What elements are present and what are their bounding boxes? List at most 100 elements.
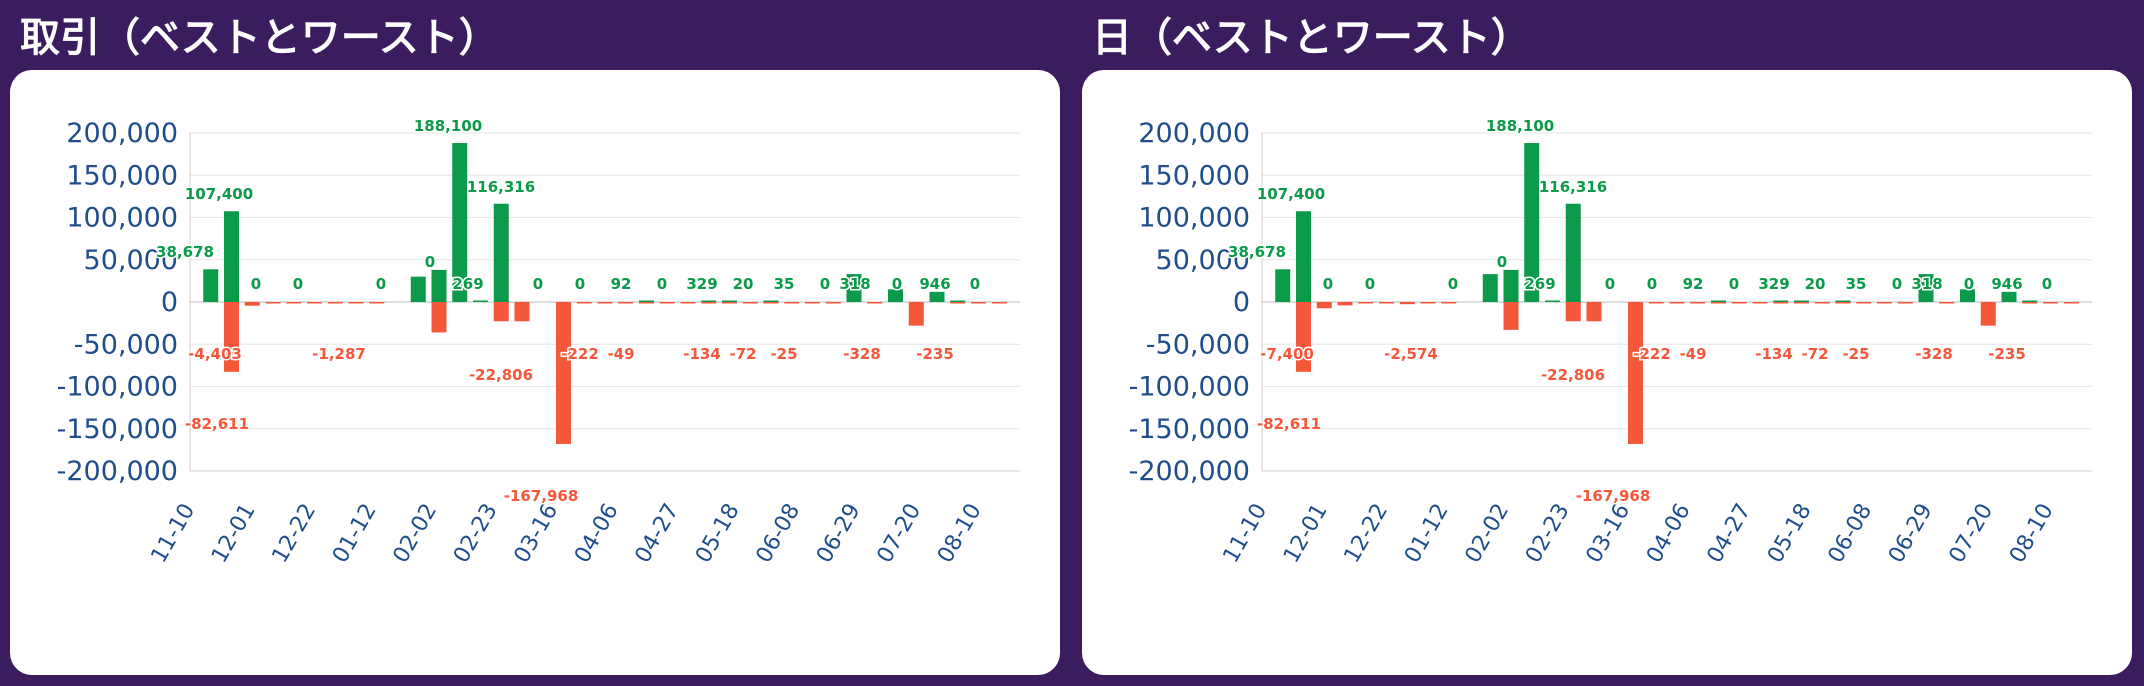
negative-bar <box>1565 302 1581 322</box>
negative-bar <box>908 302 924 326</box>
positive-bar <box>763 300 779 302</box>
data-label: 946 <box>1991 275 2022 293</box>
data-label: 20 <box>733 275 754 293</box>
data-label: -7,400 <box>1260 345 1314 363</box>
x-tick-label: 07-20 <box>873 500 927 568</box>
negative-bar <box>369 302 385 304</box>
bar-chart-days: 200,000 150,000 100,000 50,000 0 -50,000 -100,… <box>1129 116 2092 568</box>
negative-bar <box>805 302 820 304</box>
data-label: 0 <box>1365 275 1375 293</box>
negative-bar <box>493 302 509 322</box>
y-tick-label: 200,000 <box>66 118 178 149</box>
data-label: 0 <box>1892 275 1902 293</box>
data-label: -4,403 <box>188 345 242 363</box>
data-label: 0 <box>820 275 830 293</box>
data-label: -167,968 <box>504 487 579 505</box>
negative-bar <box>348 302 364 304</box>
negative-bar <box>1731 302 1747 304</box>
data-label: 0 <box>1323 275 1333 293</box>
negative-bar <box>867 302 883 304</box>
y-tick-label: 150,000 <box>66 160 178 191</box>
negative-bar <box>763 302 779 304</box>
negative-bar <box>1337 302 1353 306</box>
positive-bar <box>1835 300 1851 302</box>
x-tick-label: 12-22 <box>1340 500 1394 568</box>
data-label: 188,100 <box>414 117 482 135</box>
negative-bar <box>1752 302 1768 304</box>
x-tick-label: 04-27 <box>631 500 685 568</box>
y-tick-label: 50,000 <box>1156 245 1250 276</box>
negative-bar <box>1794 302 1809 304</box>
data-label: 329 <box>1758 275 1789 293</box>
y-tick-label: -50,000 <box>1146 329 1250 360</box>
data-label: -72 <box>1801 345 1828 363</box>
data-label: 318 <box>1911 275 1942 293</box>
data-label: 329 <box>686 275 717 293</box>
data-label: -82,611 <box>185 415 249 433</box>
negative-bar <box>2043 302 2058 304</box>
y-tick-label: -150,000 <box>57 414 178 445</box>
y-tick-label: 200,000 <box>1138 118 1250 149</box>
data-label: 38,678 <box>1228 243 1286 261</box>
data-label: -25 <box>1842 345 1869 363</box>
positive-bar <box>2022 300 2038 302</box>
data-label: 0 <box>376 275 386 293</box>
negative-bar <box>576 302 592 304</box>
positive-bar <box>1482 274 1498 302</box>
data-label: 0 <box>1605 275 1615 293</box>
x-tick-label: 12-22 <box>268 500 322 568</box>
positive-bar <box>1773 300 1789 302</box>
negative-bar <box>1669 302 1685 304</box>
negative-bar <box>1379 302 1394 304</box>
data-label: -22,806 <box>469 366 533 384</box>
negative-bar <box>1773 302 1789 304</box>
negative-bar <box>2022 302 2038 304</box>
positive-bar <box>493 203 509 302</box>
negative-bar <box>950 302 966 304</box>
data-label: 38,678 <box>156 243 214 261</box>
x-tick-label: 06-08 <box>1824 500 1878 568</box>
data-label: 107,400 <box>185 185 253 203</box>
data-label: -222 <box>561 345 599 363</box>
negative-bar <box>991 302 1007 304</box>
data-label: -328 <box>1915 345 1953 363</box>
x-tick-label: 05-18 <box>1763 500 1817 568</box>
panel-title-days: 日（ベストとワースト） <box>1092 15 1531 61</box>
positive-bar <box>410 276 426 302</box>
data-label: -235 <box>916 345 954 363</box>
data-label: 20 <box>1805 275 1826 293</box>
data-label: 318 <box>839 275 870 293</box>
negative-bar <box>1316 302 1332 309</box>
negative-bar <box>431 302 447 333</box>
data-label: 116,316 <box>467 178 535 196</box>
data-label: 269 <box>1524 275 1555 293</box>
y-tick-label: -200,000 <box>1129 456 1250 487</box>
x-tick-label: 06-08 <box>752 500 806 568</box>
negative-bar <box>556 302 571 444</box>
data-label: -22,806 <box>1541 366 1605 384</box>
y-tick-label: -50,000 <box>74 329 178 360</box>
x-tick-label: 01-12 <box>1400 500 1454 568</box>
data-label: 0 <box>892 275 902 293</box>
data-label: 0 <box>575 275 585 293</box>
negative-bar <box>1420 302 1436 304</box>
negative-bar <box>722 302 737 304</box>
positive-bar <box>1275 269 1291 302</box>
data-label: 0 <box>2042 275 2052 293</box>
x-tick-label: 02-02 <box>1461 500 1515 568</box>
data-label: 0 <box>1497 253 1507 271</box>
y-tick-label: 150,000 <box>1138 160 1250 191</box>
negative-bar <box>971 302 986 304</box>
positive-bar <box>701 300 717 302</box>
positive-bar <box>1711 300 1726 302</box>
negative-bar <box>1897 302 1913 304</box>
x-tick-label: 12-01 <box>207 500 261 568</box>
positive-bar <box>1296 211 1311 302</box>
negative-bar <box>244 302 260 306</box>
negative-bar <box>1503 302 1519 330</box>
data-label: -25 <box>770 345 797 363</box>
x-tick-label: 03-16 <box>510 500 564 568</box>
positive-bar <box>431 269 447 302</box>
negative-bar <box>2063 302 2079 304</box>
positive-bar <box>1503 269 1519 302</box>
